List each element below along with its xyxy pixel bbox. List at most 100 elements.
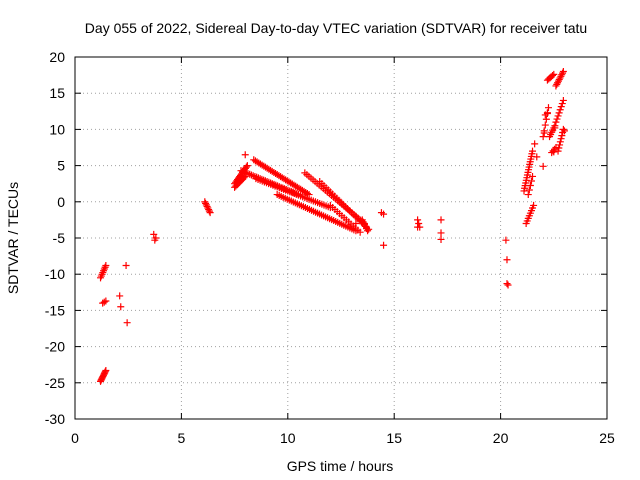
data-point bbox=[122, 262, 130, 270]
x-tick-label: 10 bbox=[280, 430, 296, 446]
data-point bbox=[552, 82, 560, 90]
data-point bbox=[123, 319, 131, 327]
data-point bbox=[544, 104, 552, 112]
chart-title: Day 055 of 2022, Sidereal Day-to-day VTE… bbox=[85, 20, 587, 36]
data-point bbox=[542, 115, 550, 123]
data-point bbox=[550, 148, 558, 156]
data-point bbox=[503, 256, 511, 264]
x-tick-label: 5 bbox=[178, 430, 186, 446]
data-point bbox=[524, 191, 532, 199]
data-point bbox=[552, 118, 560, 126]
data-point bbox=[152, 234, 160, 242]
data-point bbox=[241, 151, 249, 159]
x-axis-tick-labels: 0 5 10 15 20 25 bbox=[71, 430, 615, 446]
plot-frame bbox=[74, 56, 608, 420]
data-point bbox=[529, 147, 537, 155]
data-point bbox=[551, 124, 559, 132]
data-point bbox=[556, 106, 564, 114]
y-tick-label: -20 bbox=[45, 339, 65, 355]
data-point bbox=[380, 210, 388, 218]
data-point bbox=[557, 72, 565, 80]
data-point bbox=[559, 125, 567, 133]
data-point bbox=[202, 199, 210, 207]
data-point bbox=[206, 209, 214, 217]
data-point bbox=[550, 70, 558, 78]
data-point bbox=[242, 163, 250, 171]
data-point bbox=[533, 153, 541, 161]
data-points bbox=[97, 67, 568, 385]
data-point bbox=[529, 172, 537, 180]
data-point bbox=[352, 212, 360, 220]
data-point bbox=[530, 201, 538, 209]
data-point bbox=[437, 229, 445, 237]
data-point bbox=[556, 74, 564, 82]
data-point bbox=[557, 135, 565, 143]
data-point bbox=[205, 206, 213, 214]
data-point bbox=[201, 198, 209, 206]
data-point bbox=[202, 201, 210, 209]
data-point bbox=[553, 80, 561, 88]
y-tick-label: -15 bbox=[45, 302, 65, 318]
data-point bbox=[502, 236, 510, 244]
data-point bbox=[437, 235, 445, 243]
x-tick-label: 20 bbox=[493, 430, 509, 446]
grid-lines bbox=[75, 57, 607, 419]
data-point bbox=[504, 281, 512, 289]
data-point bbox=[554, 112, 562, 120]
y-tick-label: -25 bbox=[45, 375, 65, 391]
data-point bbox=[116, 292, 124, 300]
data-point bbox=[560, 127, 568, 135]
data-point bbox=[549, 72, 557, 80]
data-point bbox=[243, 162, 251, 170]
data-point bbox=[555, 144, 563, 152]
data-point bbox=[531, 140, 539, 148]
y-tick-label: -10 bbox=[45, 266, 65, 282]
data-point bbox=[559, 96, 567, 104]
data-point bbox=[102, 366, 110, 374]
data-point bbox=[380, 241, 388, 249]
data-point bbox=[150, 230, 158, 238]
x-tick-label: 25 bbox=[599, 430, 615, 446]
data-point bbox=[554, 79, 562, 87]
x-tick-label: 15 bbox=[386, 430, 402, 446]
data-point bbox=[117, 303, 125, 311]
data-point bbox=[543, 109, 551, 117]
data-point bbox=[558, 132, 566, 140]
y-tick-label: -5 bbox=[53, 230, 66, 246]
data-point bbox=[556, 141, 564, 149]
data-point bbox=[352, 220, 360, 228]
x-axis-title: GPS time / hours bbox=[287, 458, 394, 474]
data-point bbox=[556, 138, 564, 146]
data-point bbox=[356, 228, 364, 236]
data-point bbox=[364, 227, 372, 235]
data-point bbox=[554, 77, 562, 85]
data-point bbox=[557, 103, 565, 111]
data-point bbox=[102, 297, 110, 305]
data-point bbox=[414, 216, 422, 224]
data-point bbox=[555, 109, 563, 117]
data-point bbox=[559, 67, 567, 75]
data-point bbox=[102, 262, 110, 270]
data-point bbox=[527, 177, 535, 185]
data-point bbox=[204, 204, 212, 212]
data-point bbox=[558, 71, 566, 79]
y-tick-label: -30 bbox=[45, 411, 65, 427]
data-point bbox=[503, 280, 511, 288]
data-point bbox=[558, 100, 566, 108]
data-point bbox=[539, 162, 547, 170]
data-point bbox=[555, 76, 563, 84]
y-tick-label: 5 bbox=[57, 158, 65, 174]
y-tick-label: 15 bbox=[49, 85, 65, 101]
data-point bbox=[539, 133, 547, 141]
data-point bbox=[541, 121, 549, 129]
data-point bbox=[205, 207, 213, 215]
data-point bbox=[415, 220, 423, 228]
y-tick-label: 0 bbox=[57, 194, 65, 210]
data-point bbox=[559, 69, 567, 77]
data-point bbox=[526, 182, 534, 190]
data-point bbox=[553, 115, 561, 123]
y-tick-label: 20 bbox=[49, 49, 65, 65]
data-point bbox=[525, 186, 533, 194]
data-point bbox=[203, 202, 211, 210]
y-axis-tick-labels: -30 -25 -20 -15 -10 -5 0 5 10 15 20 bbox=[45, 49, 65, 427]
